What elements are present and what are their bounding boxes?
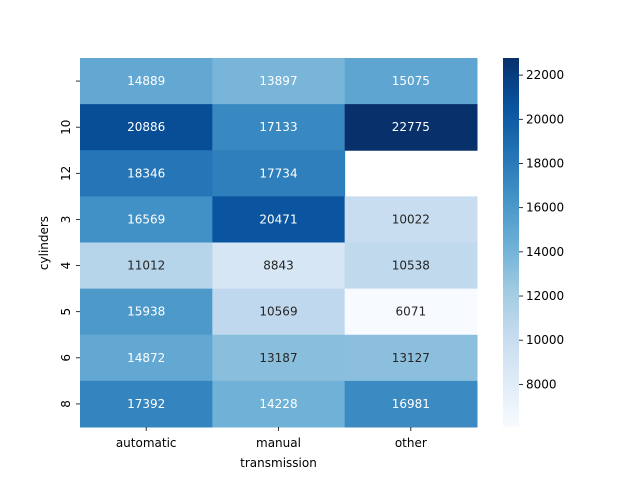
colorbar-tick-label: 10000: [526, 333, 564, 347]
colorbar-tick-label: 22000: [526, 68, 564, 82]
y-axis-label: cylinders: [37, 216, 51, 270]
colorbar: [503, 58, 519, 427]
cell-value-label: 14872: [127, 351, 165, 365]
cell-value-label: 14889: [127, 74, 165, 88]
colorbar-ticks: 8000 10000 12000 14000 16000 18000 20000 22000: [519, 68, 564, 391]
heatmap-cell: [344, 196, 478, 243]
heatmap-cell: [80, 380, 213, 428]
heatmap-cell: [212, 58, 346, 105]
heatmap-cell: [80, 334, 213, 382]
cell-value-label: 17133: [259, 120, 297, 134]
heatmap-cell: [212, 242, 346, 290]
cell-value-label: 10569: [259, 305, 297, 319]
colorbar-tick-label: 8000: [526, 377, 557, 391]
heatmap-cell: [212, 150, 346, 197]
cell-value-label: 17392: [127, 397, 165, 411]
y-tick-label: 10: [59, 120, 73, 135]
heatmap-cell: [212, 196, 346, 243]
y-tick-label: 5: [59, 308, 73, 316]
colorbar-tick-label: 12000: [526, 289, 564, 303]
heatmap-cell: [212, 380, 346, 428]
heatmap-cell: [344, 58, 478, 105]
cell-value-label: 6071: [396, 305, 427, 319]
heatmap-cell: [344, 380, 478, 428]
cell-value-label: 20471: [259, 212, 297, 226]
cell-value-label: 20886: [127, 120, 165, 134]
cell-value-label: 8843: [263, 259, 294, 273]
y-tick-label: 4: [59, 262, 73, 270]
heatmap-cell: [80, 150, 213, 197]
y-tick-label: 3: [59, 216, 73, 224]
colorbar-tick-label: 18000: [526, 156, 564, 170]
cell-value-label: 17734: [259, 166, 297, 180]
cell-value-label: 13187: [259, 351, 297, 365]
heatmap-cell: [344, 334, 478, 382]
cell-value-label: 16981: [392, 397, 430, 411]
cell-value-label: 11012: [127, 259, 165, 273]
heatmap-cell: [212, 334, 346, 382]
x-axis-label: transmission: [240, 456, 317, 470]
cell-value-label: 16569: [127, 212, 165, 226]
colorbar-tick-label: 20000: [526, 112, 564, 126]
cell-value-label: 13897: [259, 74, 297, 88]
cell-value-label: 22775: [392, 120, 430, 134]
x-tick-label: other: [395, 436, 427, 450]
y-tick-labels: 10 12 3 4 5 6 8: [59, 80, 80, 408]
x-tick-label: manual: [256, 436, 301, 450]
cell-value-label: 18346: [127, 166, 165, 180]
heatmap-cell: [344, 242, 478, 290]
cell-value-label: 13127: [392, 351, 430, 365]
heatmap-cell: [212, 104, 346, 151]
y-tick-label: 12: [59, 166, 73, 181]
y-tick-label: 6: [59, 354, 73, 362]
cell-value-label: 15075: [392, 74, 430, 88]
heatmap-cell: [80, 104, 213, 151]
heatmap-cell: [80, 288, 213, 336]
x-tick-label: automatic: [116, 436, 177, 450]
cell-value-label: 15938: [127, 305, 165, 319]
cell-value-label: 10022: [392, 212, 430, 226]
x-tick-labels: automatic manual other: [116, 427, 427, 450]
heatmap-cell: [80, 58, 213, 105]
colorbar-tick-label: 14000: [526, 245, 564, 259]
heatmap-cell: [344, 288, 478, 336]
cell-value-label: 10538: [392, 259, 430, 273]
cell-value-label: 14228: [259, 397, 297, 411]
heatmap-cell: [80, 196, 213, 243]
heatmap-cell: [80, 242, 213, 290]
colorbar-tick-label: 16000: [526, 201, 564, 215]
heatmap-cell: [344, 104, 478, 151]
y-tick-label: 8: [59, 400, 73, 408]
heatmap-cell: [212, 288, 346, 336]
heatmap-cells: 14889 13897 15075 20886 17133 22775 18346 17734…: [80, 58, 478, 428]
